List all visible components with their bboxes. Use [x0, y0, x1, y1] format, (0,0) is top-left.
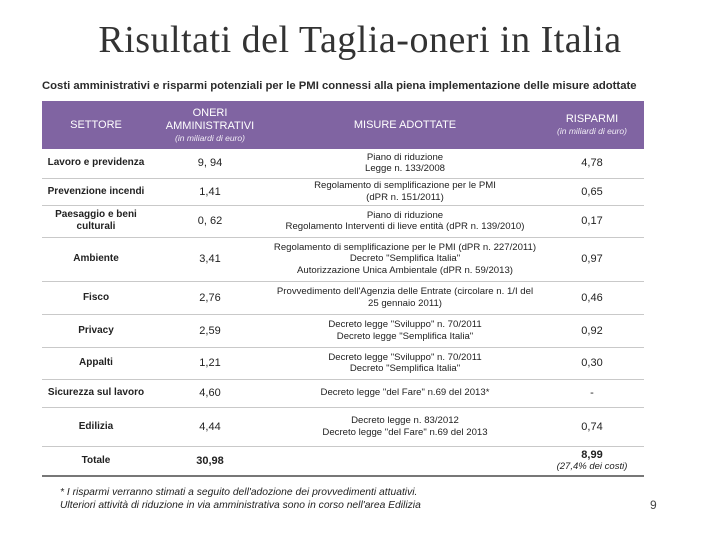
table-row: Paesaggio e beni culturali 0, 62 Piano d…	[42, 205, 644, 238]
measure-line: 25 gennaio 2011)	[368, 297, 442, 309]
row-saving: 4,78	[540, 149, 644, 179]
row-sector: Appalti	[42, 347, 150, 380]
row-saving: 0,74	[540, 407, 644, 447]
row-saving: 0,46	[540, 281, 644, 315]
total-saving-note: (27,4% dei costi)	[556, 460, 628, 472]
table-row: Sicurezza sul lavoro 4,60 Decreto legge …	[42, 379, 644, 408]
row-measures: Regolamento di semplificazione per le PM…	[270, 237, 540, 282]
results-table-container: SETTORE ONERI AMMINISTRATIVI (in miliard…	[42, 101, 644, 477]
row-sector: Paesaggio e beni culturali	[42, 205, 150, 238]
footnote: * I risparmi verranno stimati a seguito …	[60, 486, 620, 512]
row-measures: Regolamento di semplificazione per le PM…	[270, 178, 540, 206]
table-row: Lavoro e previdenza 9, 94 Piano di riduz…	[42, 149, 644, 179]
total-row: Totale 30,98 8,99 (27,4% dei costi)	[42, 446, 644, 477]
table-caption: Costi amministrativi e risparmi potenzia…	[42, 80, 637, 92]
results-table: SETTORE ONERI AMMINISTRATIVI (in miliard…	[42, 101, 644, 477]
slide-title: Risultati del Taglia-oneri in Italia	[98, 19, 622, 61]
table-row: Privacy 2,59 Decreto legge "Sviluppo" n.…	[42, 314, 644, 348]
header-savings: RISPARMI (in miliardi di euro)	[540, 101, 644, 149]
row-measures: Decreto legge "Sviluppo" n. 70/2011 Decr…	[270, 314, 540, 348]
measure-line: Legge n. 133/2008	[364, 163, 446, 175]
row-sector: Sicurezza sul lavoro	[42, 379, 150, 408]
total-label: Totale	[42, 446, 150, 477]
row-sector: Ambiente	[42, 237, 150, 282]
table-row: Ambiente 3,41 Regolamento di semplificaz…	[42, 237, 644, 282]
measure-line: Decreto legge "Semplifica Italia"	[336, 330, 474, 342]
header-costs-unit: (in miliardi di euro)	[175, 132, 245, 143]
table-row: Prevenzione incendi 1,41 Regolamento di …	[42, 178, 644, 206]
row-sector: Fisco	[42, 281, 150, 315]
table-row: Edilizia 4,44 Decreto legge n. 83/2012 D…	[42, 407, 644, 447]
row-cost: 2,59	[150, 314, 270, 348]
row-measures: Piano di riduzione Legge n. 133/2008	[270, 149, 540, 179]
row-saving: 0,92	[540, 314, 644, 348]
header-costs: ONERI AMMINISTRATIVI (in miliardi di eur…	[150, 101, 270, 149]
footnote-line: * I risparmi verranno stimati a seguito …	[60, 487, 418, 498]
row-measures: Provvedimento dell'Agenzia delle Entrate…	[270, 281, 540, 315]
row-cost: 2,76	[150, 281, 270, 315]
measure-line: Decreto legge "Sviluppo" n. 70/2011	[328, 319, 482, 330]
row-cost: 4,60	[150, 379, 270, 408]
total-measures-empty	[270, 446, 540, 477]
measure-line: Decreto legge "Sviluppo" n. 70/2011	[328, 351, 482, 363]
header-savings-label: RISPARMI	[565, 113, 619, 125]
table-row: Appalti 1,21 Decreto legge "Sviluppo" n.…	[42, 347, 644, 380]
total-saving-cell: 8,99 (27,4% dei costi)	[540, 446, 644, 477]
row-saving: 0,30	[540, 347, 644, 380]
row-measures: Decreto legge "del Fare" n.69 del 2013*	[270, 379, 540, 408]
measure-line: Autorizzazione Unica Ambientale (dPR n. …	[297, 264, 513, 276]
header-costs-label: ONERI AMMINISTRATIVI	[165, 106, 255, 132]
total-cost: 30,98	[150, 446, 270, 477]
row-cost: 1,21	[150, 347, 270, 380]
measure-line: Decreto "Semplifica Italia"	[349, 363, 461, 374]
row-saving: -	[540, 379, 644, 408]
row-cost: 4,44	[150, 407, 270, 447]
measure-line: Regolamento Interventi di lieve entità (…	[285, 221, 525, 232]
footnote-line: Ulteriori attività di riduzione in via a…	[60, 500, 421, 511]
measure-line: (dPR n. 151/2011)	[366, 191, 444, 203]
row-measures: Decreto legge n. 83/2012 Decreto legge "…	[270, 407, 540, 447]
row-cost: 3,41	[150, 237, 270, 282]
row-sector: Privacy	[42, 314, 150, 348]
row-measures: Piano di riduzione Regolamento Intervent…	[270, 205, 540, 238]
header-sector: SETTORE	[42, 101, 150, 149]
row-sector: Prevenzione incendi	[42, 178, 150, 206]
measure-line: Provvedimento dell'Agenzia delle Entrate…	[276, 286, 534, 297]
row-measures: Decreto legge "Sviluppo" n. 70/2011 Decr…	[270, 347, 540, 380]
row-saving: 0,97	[540, 237, 644, 282]
row-cost: 1,41	[150, 178, 270, 206]
row-cost: 9, 94	[150, 149, 270, 179]
row-saving: 0,65	[540, 178, 644, 206]
measure-line: Decreto "Semplifica Italia"	[349, 253, 461, 265]
measure-line: Decreto legge "del Fare" n.69 del 2013*	[320, 387, 490, 399]
header-measures-label: MISURE ADOTTATE	[353, 118, 457, 131]
measure-line: Piano di riduzione	[366, 209, 444, 221]
row-sector: Lavoro e previdenza	[42, 149, 150, 179]
header-measures: MISURE ADOTTATE	[270, 101, 540, 149]
measure-line: Piano di riduzione	[366, 151, 444, 163]
header-sector-label: SETTORE	[70, 118, 122, 131]
measure-line: Regolamento di semplificazione per le PM…	[273, 241, 537, 253]
measure-line: Regolamento di semplificazione per le PM…	[314, 180, 496, 191]
row-cost: 0, 62	[150, 205, 270, 238]
header-savings-unit: (in miliardi di euro)	[557, 126, 627, 136]
row-saving: 0,17	[540, 205, 644, 238]
table-row: Fisco 2,76 Provvedimento dell'Agenzia de…	[42, 281, 644, 315]
measure-line: Decreto legge n. 83/2012	[351, 415, 459, 426]
measure-line: Decreto legge "del Fare" n.69 del 2013	[322, 426, 488, 438]
table-header-row: SETTORE ONERI AMMINISTRATIVI (in miliard…	[42, 101, 644, 149]
page-number: 9	[650, 498, 657, 512]
row-sector: Edilizia	[42, 407, 150, 447]
total-saving: 8,99	[581, 448, 603, 461]
